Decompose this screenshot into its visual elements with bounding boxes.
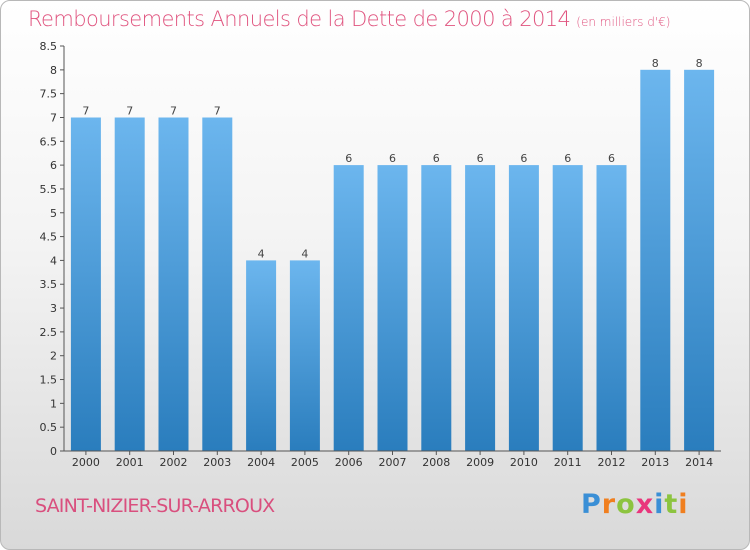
bar-2014 (684, 69, 715, 452)
x-tick-label-2005: 2005 (291, 456, 319, 469)
x-tick-label-2013: 2013 (641, 456, 669, 469)
y-tick-label-5.5: 5.5 (40, 183, 58, 196)
bar-value-label-2003: 7 (214, 105, 221, 118)
bar-value-label-2008: 6 (433, 152, 440, 165)
y-tick-label-7: 7 (50, 112, 57, 125)
x-tick-label-2000: 2000 (72, 456, 100, 469)
y-tick-label-0.5: 0.5 (40, 421, 58, 434)
bar-value-label-2011: 6 (564, 152, 571, 165)
bar-2005 (289, 260, 320, 451)
y-tick-label-7.5: 7.5 (40, 88, 58, 101)
x-tick-label-2010: 2010 (510, 456, 538, 469)
bar-value-label-2001: 7 (126, 105, 133, 118)
x-tick-label-2003: 2003 (203, 456, 231, 469)
bar-value-label-2014: 8 (696, 57, 703, 70)
y-tick-label-3: 3 (50, 302, 57, 315)
x-tick-label-2006: 2006 (335, 456, 363, 469)
logo-letter: t (664, 489, 679, 520)
bar-2008 (421, 165, 452, 451)
x-tick-label-2012: 2012 (598, 456, 626, 469)
x-tick-label-2011: 2011 (554, 456, 582, 469)
bar-2001 (114, 117, 145, 451)
y-tick-label-2.5: 2.5 (40, 326, 58, 339)
y-tick-label-4: 4 (50, 254, 57, 267)
y-tick-label-2: 2 (50, 350, 57, 363)
y-tick-label-5: 5 (50, 207, 57, 220)
bar-2013 (640, 69, 671, 452)
bar-value-label-2004: 4 (258, 247, 265, 260)
x-tick-label-2008: 2008 (422, 456, 450, 469)
chart-title-text: Remboursements Annuels de la Dette de 20… (28, 7, 571, 31)
logo-letter: o (616, 489, 636, 520)
y-tick-label-6: 6 (50, 159, 57, 172)
bar-value-label-2013: 8 (652, 57, 659, 70)
y-tick-label-1: 1 (50, 397, 57, 410)
bar-2006 (333, 165, 364, 451)
bar-value-label-2002: 7 (170, 105, 177, 118)
x-tick-label-2014: 2014 (685, 456, 713, 469)
logo-letter: i (654, 489, 665, 520)
unit-label: (en milliers d'€) (576, 15, 671, 29)
y-tick-label-8: 8 (50, 64, 57, 77)
bar-2012 (596, 165, 627, 451)
bar-2000 (70, 117, 101, 451)
bar-2003 (202, 117, 233, 451)
bar-2009 (465, 165, 496, 451)
x-tick-label-2002: 2002 (160, 456, 188, 469)
x-tick-label-2007: 2007 (379, 456, 407, 469)
y-tick-label-1.5: 1.5 (40, 374, 58, 387)
logo-letter: x (635, 489, 655, 520)
commune-name: SAINT-NIZIER-SUR-ARROUX (35, 495, 275, 517)
y-tick-label-4.5: 4.5 (40, 231, 58, 244)
bar-value-label-2010: 6 (520, 152, 527, 165)
bar-2007 (377, 165, 408, 451)
bar-2010 (508, 165, 539, 451)
logo-letter: r (601, 489, 617, 520)
y-tick-label-6.5: 6.5 (40, 135, 58, 148)
x-tick-label-2009: 2009 (466, 456, 494, 469)
logo-letter: i (678, 489, 689, 520)
logo-letter: P (581, 489, 602, 520)
bar-value-label-2000: 7 (82, 105, 89, 118)
bar-2011 (552, 165, 583, 451)
bar-value-label-2009: 6 (477, 152, 484, 165)
y-tick-label-8.5: 8.5 (40, 40, 58, 53)
bar-value-label-2005: 4 (301, 247, 308, 260)
bar-value-label-2012: 6 (608, 152, 615, 165)
bar-value-label-2006: 6 (345, 152, 352, 165)
bar-2002 (158, 117, 189, 451)
bar-2004 (246, 260, 277, 451)
bar-value-label-2007: 6 (389, 152, 396, 165)
y-tick-label-0: 0 (50, 445, 57, 458)
bars-group: 7 7 7 7 4 4 6 6 6 6 6 6 6 8 8 (70, 57, 715, 452)
axes-group: 2000 2001 2002 2003 2004 2005 2006 2007 2008 2009… (40, 40, 721, 469)
x-tick-label-2004: 2004 (247, 456, 275, 469)
chart-title: Remboursements Annuels de la Dette de 20… (28, 7, 670, 31)
x-tick-label-2001: 2001 (116, 456, 144, 469)
proxiti-logo: Proxiti (581, 489, 689, 520)
y-tick-label-3.5: 3.5 (40, 278, 58, 291)
